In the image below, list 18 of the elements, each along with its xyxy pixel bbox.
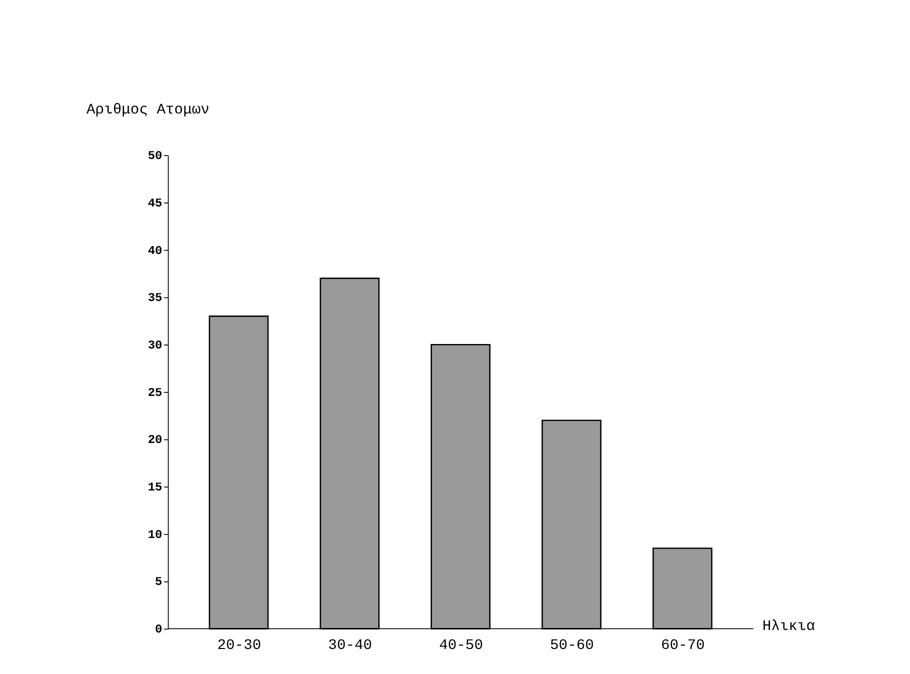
y-tick-label: 40 bbox=[148, 244, 162, 258]
y-tick-label: 45 bbox=[148, 196, 162, 210]
x-tick-label: 30-40 bbox=[328, 638, 372, 654]
y-tick-label: 25 bbox=[148, 386, 162, 400]
y-tick-label: 30 bbox=[148, 338, 162, 352]
x-tick-label: 20-30 bbox=[217, 638, 262, 654]
x-tick-label: 60-70 bbox=[660, 638, 705, 654]
y-tick-label: 15 bbox=[148, 480, 162, 495]
x-axis-title: Ηλικια bbox=[762, 618, 816, 635]
y-tick-label: 50 bbox=[148, 149, 162, 164]
x-tick-label: 50-60 bbox=[550, 638, 594, 654]
y-tick-label: 20 bbox=[148, 433, 162, 448]
y-tick-label: 5 bbox=[155, 575, 162, 590]
y-tick-label: 10 bbox=[148, 528, 162, 542]
y-tick-label: 35 bbox=[148, 291, 162, 306]
y-axis-title: Αριθμος Ατομων bbox=[86, 102, 210, 118]
y-tick-label: 0 bbox=[155, 622, 162, 637]
x-tick-label: 40-50 bbox=[439, 638, 483, 654]
